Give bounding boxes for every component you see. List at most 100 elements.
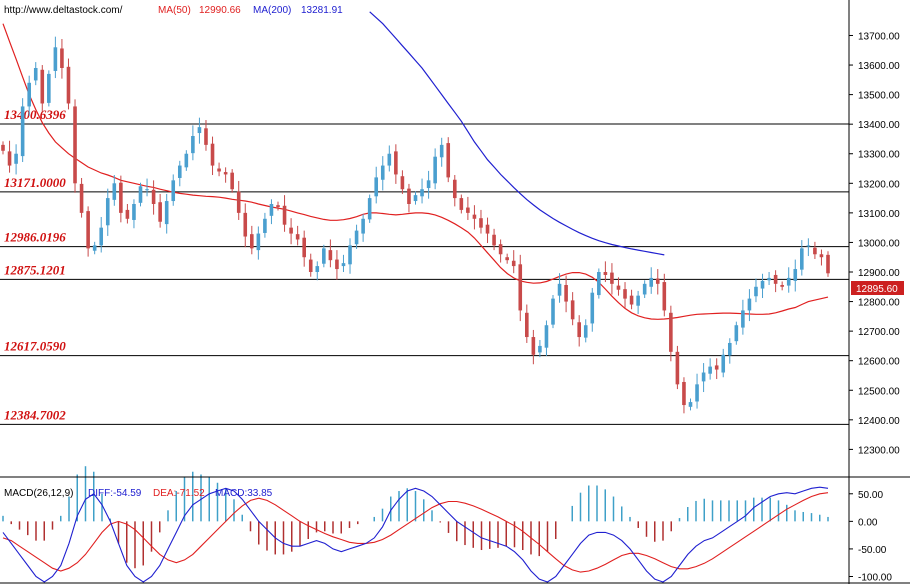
candle	[727, 338, 732, 364]
candle-body	[511, 260, 516, 267]
candle-body	[557, 283, 562, 296]
candle	[413, 191, 418, 205]
candle	[439, 137, 444, 167]
candle-body	[741, 310, 745, 328]
candle-body	[479, 218, 483, 228]
candle-body	[538, 345, 542, 353]
candle	[47, 70, 51, 107]
candle-body	[263, 218, 267, 233]
candle-body	[551, 298, 555, 325]
candle	[250, 225, 254, 255]
candle-body	[819, 254, 824, 258]
candle	[73, 99, 77, 193]
candle-body	[420, 189, 424, 197]
candle-body	[642, 283, 647, 295]
y-tick-label-5: 13200.00	[858, 179, 900, 190]
candle-body	[236, 191, 241, 213]
candle	[800, 240, 804, 276]
y-tick-label-7: 13000.00	[858, 238, 900, 249]
candle-body	[322, 248, 326, 264]
candle	[498, 239, 503, 263]
candle-body	[20, 106, 25, 157]
candle	[132, 199, 136, 229]
candle-body	[387, 153, 392, 166]
candle-body	[315, 266, 320, 272]
candle	[151, 180, 156, 215]
candle-body	[754, 286, 758, 297]
y-tick-label-8: 12900.00	[858, 268, 900, 279]
candle-body	[407, 188, 411, 204]
candle-body	[210, 143, 215, 166]
candle	[380, 156, 385, 191]
candle-body	[498, 244, 503, 255]
candle	[223, 167, 228, 183]
candle	[20, 98, 25, 163]
candle-body	[184, 153, 189, 168]
candle-body	[33, 68, 38, 81]
candle-body	[623, 289, 627, 299]
candle	[649, 267, 654, 294]
candle-body	[806, 245, 811, 247]
candle-body	[525, 312, 529, 338]
candle-body	[335, 259, 339, 270]
candle	[479, 209, 483, 234]
candle-body	[7, 151, 12, 166]
candle	[420, 178, 424, 204]
candle-body	[1, 144, 5, 151]
candle	[682, 377, 686, 414]
candle	[813, 241, 817, 259]
y-tick-label-6: 13100.00	[858, 209, 900, 220]
candle	[125, 204, 130, 224]
candle	[629, 289, 634, 310]
candle	[348, 238, 352, 274]
candle-body	[40, 69, 45, 104]
candle-body	[79, 183, 84, 213]
candle-body	[204, 128, 208, 145]
candle-body	[53, 47, 58, 71]
candle	[557, 273, 562, 303]
candle-body	[243, 212, 248, 237]
candle	[105, 188, 110, 236]
candle-body	[341, 263, 346, 267]
y-tick-label-0: 13700.00	[858, 31, 900, 42]
candle-body	[662, 282, 667, 311]
candle	[485, 217, 490, 244]
candle-body	[452, 179, 457, 199]
y-tick-label-12: 12500.00	[858, 386, 900, 397]
candle	[636, 290, 640, 314]
candle-body	[760, 280, 765, 289]
candle	[322, 244, 326, 268]
candle	[99, 217, 104, 253]
candle	[754, 278, 758, 303]
candle	[177, 160, 182, 187]
site-url: http://www.deltastock.com/	[4, 5, 123, 16]
candle	[86, 206, 90, 257]
candle-body	[289, 227, 293, 234]
candle	[525, 304, 529, 343]
candle-body	[86, 211, 90, 249]
level-label-3: 12875.1201	[4, 262, 66, 277]
candle	[741, 299, 745, 335]
y-tick-label-1: 13600.00	[858, 61, 900, 72]
candle-body	[380, 165, 385, 180]
candle	[446, 137, 451, 183]
candle-body	[47, 73, 51, 103]
candle	[597, 268, 601, 299]
candle-body	[302, 237, 306, 258]
candle-body	[433, 156, 437, 184]
ma200-value: 13281.91	[301, 5, 343, 16]
candle-body	[813, 247, 817, 255]
candle-body	[564, 285, 568, 302]
price-axis: 13700.00 13600.00 13500.00 13400.00 13300.00…	[849, 31, 900, 456]
candle	[655, 269, 660, 295]
candle	[701, 363, 706, 393]
candle	[33, 62, 38, 86]
candle	[60, 39, 64, 79]
candle-body	[629, 295, 634, 305]
candle	[806, 238, 811, 257]
macd-diff: DIFF:-54.59	[88, 488, 142, 499]
candle-body	[446, 143, 451, 178]
candle	[7, 140, 12, 173]
candle	[793, 259, 798, 292]
candle	[773, 270, 778, 293]
